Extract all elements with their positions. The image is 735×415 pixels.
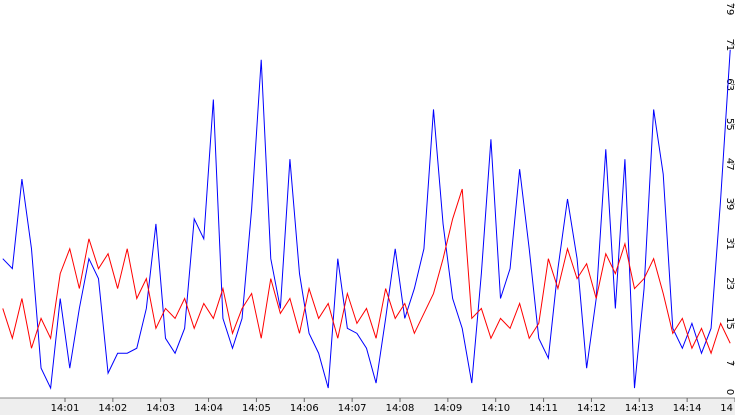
y-tick-label: 55 [724,118,735,131]
x-tick-label: 14:10 [481,403,510,414]
series-line [2,188,731,355]
y-tick-label: 71 [724,38,735,51]
x-tick-label: 14:04 [194,403,223,414]
y-tick-label: 39 [724,198,735,211]
series-line [2,49,731,390]
y-tick-label: 47 [724,158,735,171]
y-tick-label: 7 [724,360,735,366]
x-tick-label: 14:06 [290,403,319,414]
x-tick-label: 14:12 [577,403,606,414]
x-tick-label: 14:08 [386,403,415,414]
y-tick-label: 15 [724,317,735,330]
y-tick-label: 0 [724,389,735,395]
y-tick-label: 23 [724,277,735,290]
x-tick-label: 14:09 [433,403,462,414]
x-axis-band [0,398,735,415]
y-tick-label: 63 [724,78,735,91]
x-tick-label: 14:11 [529,403,558,414]
x-tick-label: 14:13 [625,403,654,414]
x-tick-label: 14 [720,403,733,414]
x-tick-label: 14:03 [146,403,175,414]
x-tick-label: 14:02 [98,403,127,414]
y-tick-label: 79 [724,3,735,16]
x-tick-label: 14:01 [51,403,80,414]
y-tick-label: 31 [724,237,735,250]
x-tick-label: 14:05 [242,403,271,414]
x-tick-label: 14:14 [673,403,702,414]
x-tick-label: 14:07 [338,403,367,414]
